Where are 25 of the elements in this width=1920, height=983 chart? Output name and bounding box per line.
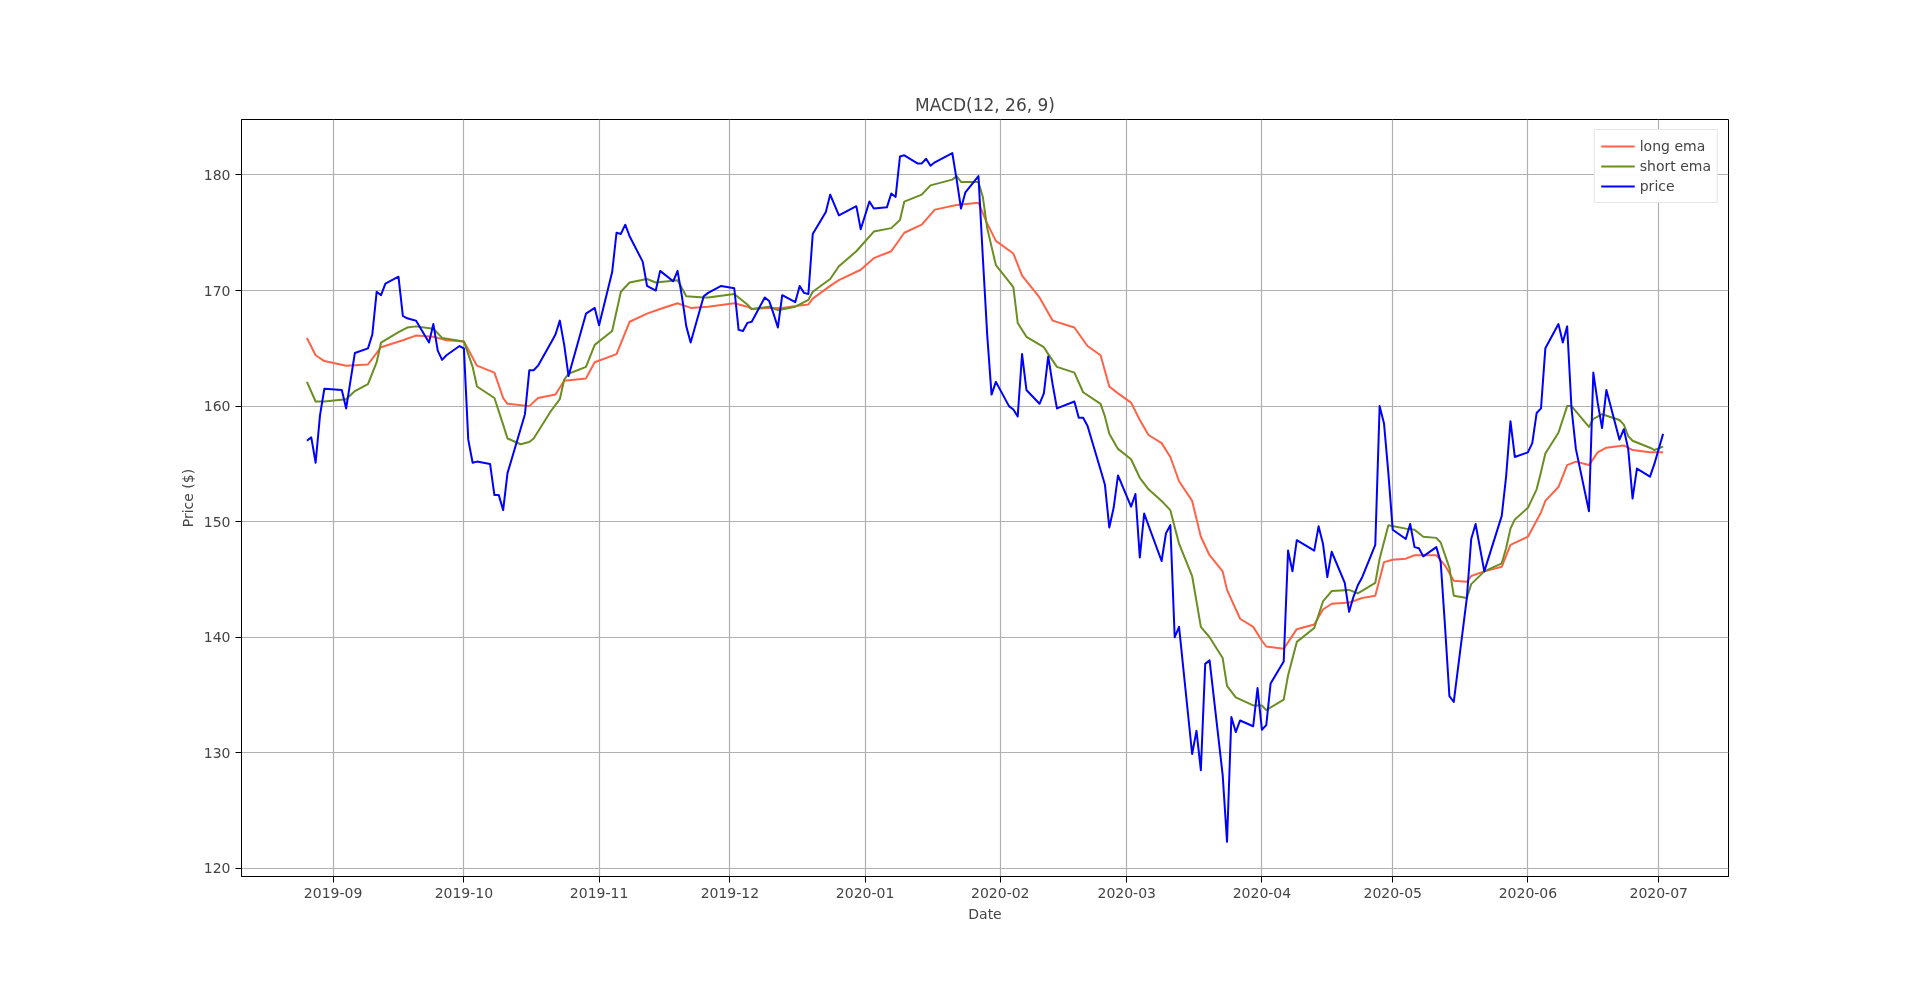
y-tick-label: 170	[203, 282, 231, 299]
y-tick-label: 160	[203, 398, 231, 415]
x-tick-label: 2020-07	[1629, 884, 1688, 901]
x-tick-label: 2019-10	[434, 884, 494, 901]
x-tick-label: 2020-04	[1232, 884, 1292, 901]
x-tick-label: 2020-01	[835, 884, 895, 901]
x-tick-label: 2019-12	[700, 884, 760, 901]
legend-label: short ema	[1639, 158, 1711, 174]
legend-label: long ema	[1639, 138, 1706, 154]
y-tick-label: 150	[203, 513, 231, 530]
x-axis-title: Date	[968, 905, 1002, 922]
y-tick-label: 140	[203, 629, 231, 646]
chart-title: MACD(12, 26, 9)	[915, 94, 1055, 115]
y-tick-label: 120	[203, 860, 231, 877]
x-tick-label: 2020-05	[1363, 884, 1422, 901]
x-tick-label: 2020-06	[1498, 884, 1558, 901]
x-tick-label: 2020-03	[1097, 884, 1156, 901]
x-tick-label: 2019-11	[569, 884, 629, 901]
legend-label: price	[1639, 178, 1675, 194]
line-series	[305, 201, 1665, 650]
y-axis-title: Price ($)	[179, 468, 196, 528]
x-tick-label: 2019-09	[303, 884, 363, 901]
y-tick-label: 130	[203, 744, 231, 761]
y-tick-label: 180	[203, 166, 231, 183]
x-tick-label: 2020-02	[971, 884, 1030, 901]
